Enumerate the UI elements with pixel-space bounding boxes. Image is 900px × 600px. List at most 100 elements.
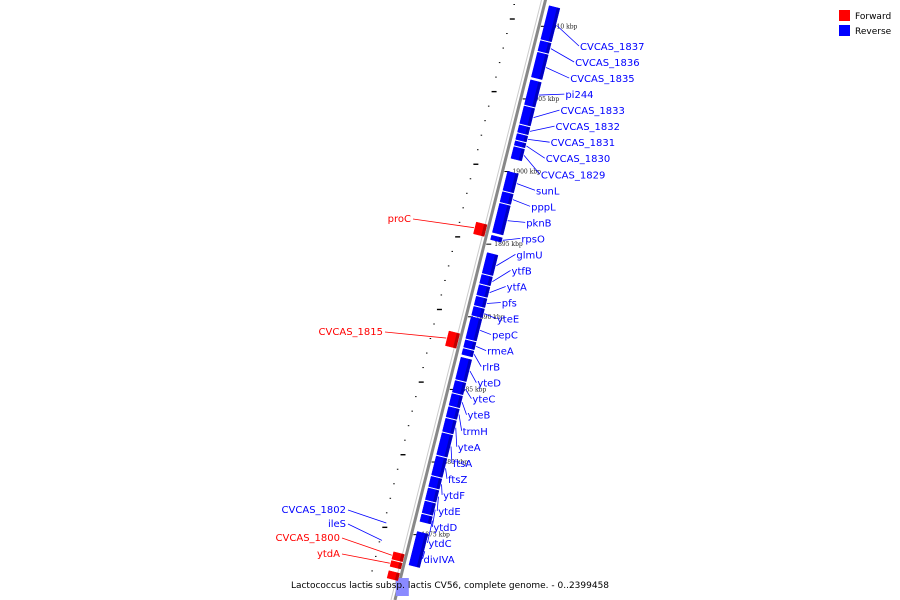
reverse-gene-ytdd-shade (429, 502, 436, 516)
reverse-gene-ytde (425, 487, 440, 503)
legend-label-reverse: Reverse (855, 27, 892, 37)
reverse-gene-label: yteD (477, 379, 501, 390)
left-label-leader (347, 523, 383, 541)
reverse-gene-label: CVCAS_1831 (551, 138, 615, 149)
reverse-gene-ytfa (476, 284, 491, 298)
reverse-gene-label: pknB (526, 218, 551, 229)
reverse-gene-label: CVCAS_1832 (556, 122, 620, 133)
reverse-gene-label: CVCAS_1829 (541, 170, 605, 181)
reverse-gene-ftsa-shade (444, 434, 453, 458)
reverse-gene-partial (395, 578, 409, 596)
reverse-gene-yted-shade (463, 359, 472, 382)
forward-gene-cvcas_1815-shade (453, 332, 460, 349)
reverse-gene-ytec (452, 380, 467, 396)
reverse-gene-label: ftsZ (448, 475, 467, 486)
reverse-gene-sunl (502, 171, 519, 194)
reverse-gene-leader (431, 509, 436, 528)
reverse-gene-label: divIVA (424, 555, 455, 566)
genome-backbone (393, 0, 548, 600)
forward-gene-cvcas_1815 (445, 330, 461, 349)
reverse-gene-ytdf-shade (436, 478, 442, 490)
reverse-gene-pfs (473, 295, 488, 308)
reverse-gene-leader (507, 220, 526, 223)
left-reverse-gene-label: ileS (328, 519, 346, 530)
forward-gene-leader (341, 537, 392, 556)
reverse-gene-leader (512, 199, 531, 207)
reverse-gene-label: ytfA (507, 282, 527, 293)
reverse-gene-leader (556, 25, 580, 47)
reverse-gene-label: CVCAS_1836 (575, 58, 639, 69)
kbp-tick-label: 1900 kbp (512, 169, 541, 176)
kbp-tick-label: 1875 kbp (421, 532, 450, 539)
reverse-gene-ytec-shade (460, 382, 466, 395)
reverse-gene-label: pfs (502, 299, 517, 310)
reverse-gene-pknb (492, 202, 511, 236)
reverse-gene-leader (486, 302, 501, 304)
reverse-gene-pppl-shade (507, 193, 514, 205)
reverse-gene-leader (455, 427, 458, 447)
forward-strand-genes: proC CVCAS_1815 CVCAS_1800 ytdA (276, 214, 488, 581)
reverse-gene-ytdc-shade (427, 516, 433, 525)
reverse-gene-ftsa (436, 432, 454, 458)
reverse-gene-cvcas_1833 (519, 105, 536, 127)
reverse-gene-label: pepC (492, 331, 518, 342)
forward-gene-unlabeled-shade (394, 572, 400, 581)
left-reverse-gene-label: CVCAS_1802 (282, 505, 346, 516)
reverse-gene-cvcas_1835-shade (539, 54, 549, 80)
reverse-gene-leader (489, 286, 506, 293)
reverse-gene-label: CVCAS_1830 (546, 154, 610, 165)
kbp-tick-label: 1905 kbp (531, 96, 560, 103)
reverse-gene-leader (461, 402, 467, 415)
reverse-gene-cvcas_1833-shade (527, 107, 535, 127)
reverse-gene-yteb-shade (456, 395, 463, 408)
reverse-gene-ytdc (419, 513, 433, 525)
reverse-gene-pi244 (524, 79, 542, 108)
forward-gene-leader (412, 218, 475, 229)
forward-gene-label: CVCAS_1815 (319, 327, 383, 338)
kbp-tick-label: 1895 kbp (494, 241, 523, 248)
reverse-gene-cvcas_1831 (515, 133, 529, 143)
reverse-gene-rmea-shade (471, 341, 477, 350)
reverse-gene-diviva-shade (416, 533, 429, 568)
reverse-gene-label: CVCAS_1835 (570, 74, 634, 85)
forward-gene-proc-shade (481, 224, 488, 237)
legend-swatch-reverse (839, 25, 850, 36)
reverse-gene-leader (502, 237, 521, 241)
forward-gene-label: ytdA (317, 549, 340, 560)
reverse-gene-label: rpsO (521, 234, 545, 245)
reverse-gene-label: yteB (468, 411, 491, 422)
reverse-gene-label: ytfB (512, 266, 532, 277)
kbp-tick-label: 1910 kbp (549, 23, 578, 30)
reverse-gene-glmu (481, 252, 499, 276)
reverse-gene-diviva (408, 531, 429, 568)
reverse-gene-label: yteA (458, 443, 481, 454)
reverse-gene-label: ftsA (453, 459, 472, 470)
reverse-gene-label: glmU (516, 250, 542, 261)
forward-gene-cvcas_1800-shade (399, 553, 405, 562)
reverse-gene-rpso-shade (498, 237, 503, 243)
reverse-gene-ytfb-shade (487, 276, 493, 286)
reverse-gene-rpso (490, 234, 503, 243)
minor-tick-dots (367, 3, 515, 586)
reverse-gene-leader (450, 446, 453, 463)
reverse-gene-cvcas_1830-shade (521, 142, 526, 148)
reverse-gene-pepc-shade (473, 318, 482, 342)
reverse-gene-label: ytdE (438, 507, 461, 518)
reverse-gene-leader (427, 520, 433, 544)
reverse-gene-leader (480, 329, 492, 335)
legend-swatch-forward (839, 10, 850, 21)
reverse-gene-label: ytdF (443, 491, 465, 502)
reverse-gene-leader (445, 468, 448, 479)
reverse-gene-label: pppL (531, 202, 556, 213)
reverse-gene-ytee (471, 306, 485, 319)
reverse-gene-ytea (442, 417, 457, 435)
reverse-gene-cvcas_1837 (540, 5, 561, 43)
reverse-gene-cvcas_1835 (531, 51, 549, 80)
forward-gene-unlabeled (386, 570, 400, 581)
forward-gene-label: CVCAS_1800 (276, 533, 340, 544)
reverse-gene-trmh (445, 406, 460, 420)
forward-gene-ytda-shade (397, 562, 403, 570)
reverse-gene-yted (455, 356, 473, 382)
forward-gene-label: proC (388, 214, 411, 225)
genome-backbone-shadow (390, 0, 543, 600)
